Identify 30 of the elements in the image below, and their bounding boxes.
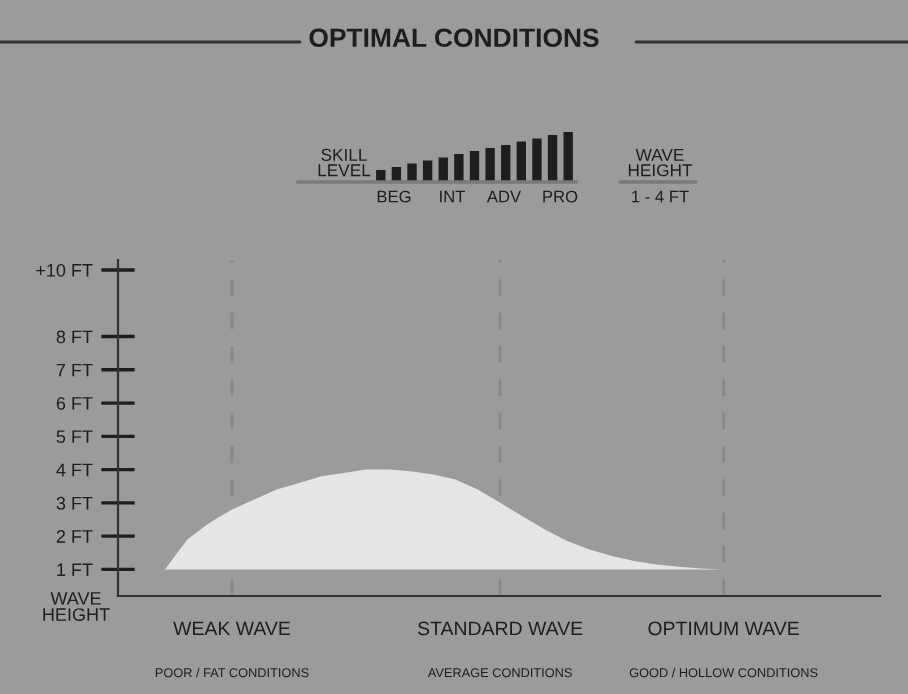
y-tick-label: 8 FT (56, 330, 93, 344)
x-tick-label: OPTIMUM WAVE (648, 621, 799, 636)
y-tick-label: 7 FT (56, 363, 93, 377)
bar (563, 132, 573, 182)
bar (407, 163, 417, 182)
y-tick-label: 5 FT (56, 430, 93, 444)
y-tick-label: 2 FT (56, 530, 93, 543)
bar (454, 154, 464, 182)
y-tick-label: +10 FT (36, 263, 93, 277)
y-tick-label: 3 FT (56, 496, 93, 510)
y-tick-label: 6 FT (56, 396, 93, 410)
text: SKILL LEVEL (318, 148, 371, 177)
bar (485, 148, 495, 182)
bar (547, 135, 558, 182)
text: ADV (486, 190, 522, 203)
text: 1 - 4 FT (632, 190, 689, 203)
text: WAVE HEIGHT (628, 148, 693, 177)
bar (501, 145, 511, 182)
text: BEG (377, 190, 411, 203)
x-tick-label: STANDARD WAVE (417, 621, 583, 636)
chart-title: OPTIMAL CONDITIONS (309, 28, 599, 48)
y-tick-label: 4 FT (56, 463, 93, 477)
bar (532, 138, 542, 182)
bar (516, 141, 527, 182)
x-tick-label: WEAK WAVE (173, 621, 291, 636)
y-axis-title: WAVE HEIGHT (43, 592, 110, 621)
text: PRO (543, 190, 578, 203)
bar (469, 151, 480, 182)
y-tick-label: 1 FT (57, 563, 93, 576)
text: INT (440, 190, 466, 203)
